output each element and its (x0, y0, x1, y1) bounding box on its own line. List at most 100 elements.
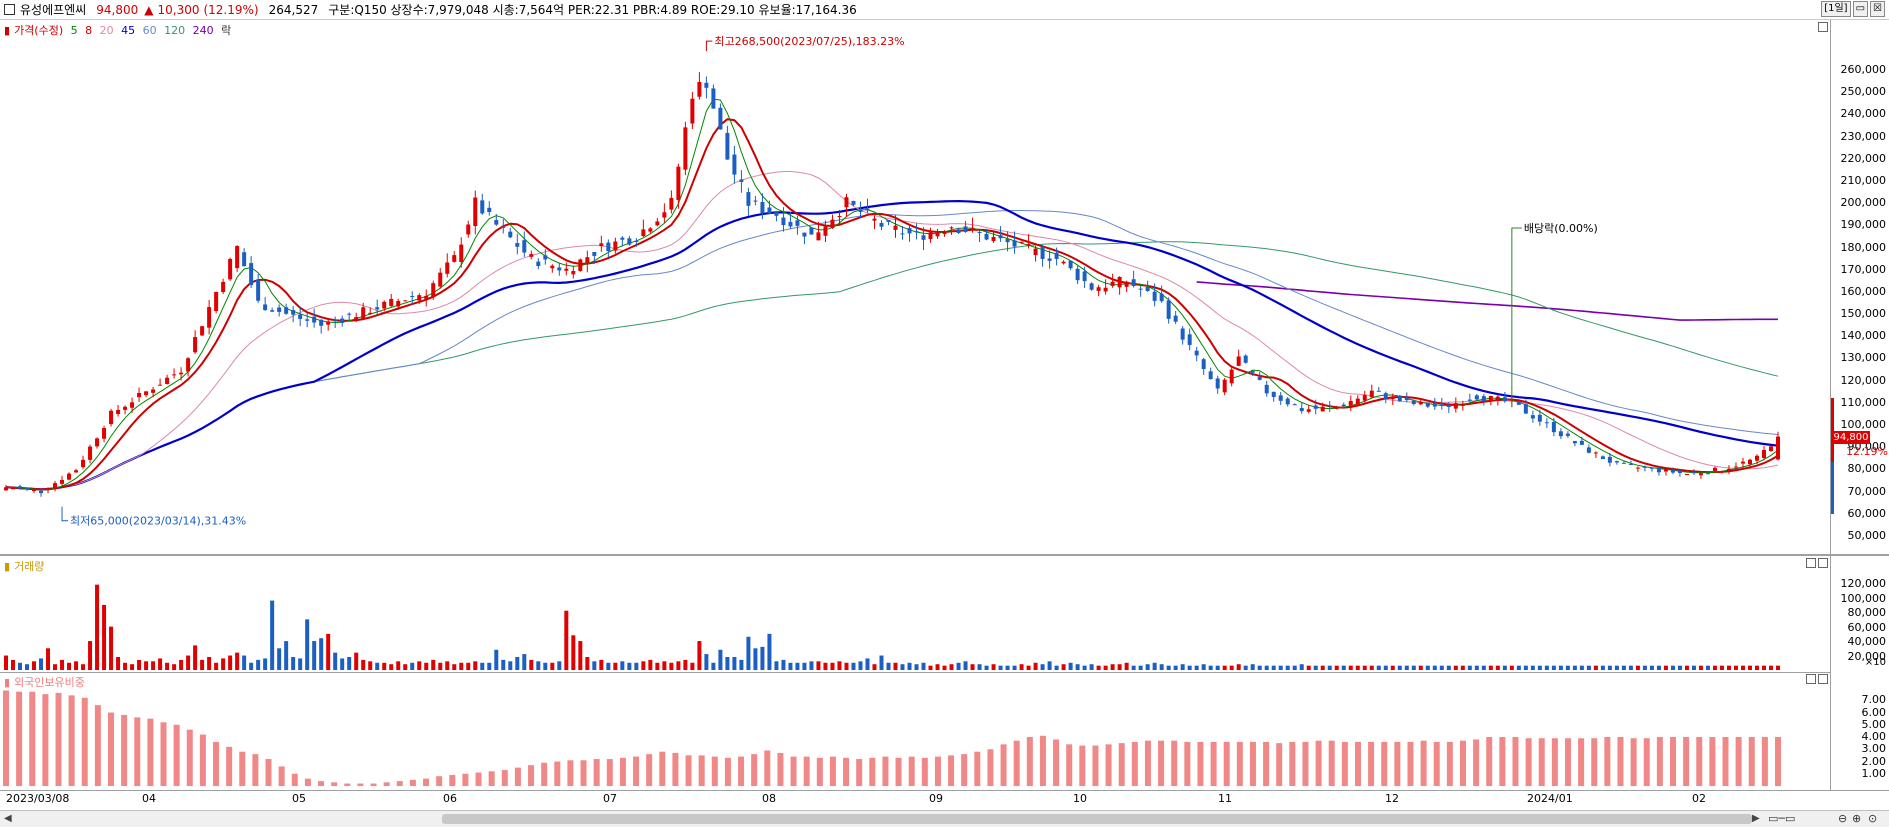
foreign-bar (213, 741, 220, 786)
price-tick: 230,000 (1840, 129, 1887, 143)
foreign-pane-close-icon[interactable] (1818, 674, 1828, 684)
foreign-bar (29, 691, 36, 786)
chart-canvas[interactable]: 최고268,500(2023/07/25),183.23% 최저65,000(20… (0, 0, 1830, 790)
candle (312, 316, 317, 323)
scroll-right-icon[interactable]: ▶ (1752, 813, 1760, 824)
candle (32, 489, 37, 492)
volume-bar (900, 664, 905, 670)
candle (1684, 473, 1689, 475)
volume-bar (1572, 665, 1577, 670)
volume-bar (1432, 665, 1437, 670)
foreign-bar (606, 759, 613, 786)
volume-bar (1075, 664, 1080, 670)
candle (130, 402, 135, 408)
candle (1453, 403, 1458, 409)
candle (1110, 281, 1115, 286)
candle (522, 240, 527, 253)
foreign-bar (1131, 741, 1138, 786)
zoom-in-icon[interactable]: ⊕ (1852, 812, 1862, 825)
foreign-pane-menu-icon[interactable] (1806, 674, 1816, 684)
volume-bar (67, 662, 72, 670)
volume-bar (102, 604, 107, 670)
volume-bar (1649, 665, 1654, 670)
volume-bar (1768, 665, 1773, 670)
stock-name[interactable]: 유성에프엔씨 (20, 3, 87, 17)
foreign-tick: 3.00 (1861, 742, 1887, 756)
zoom-out-icon[interactable]: ⊖ (1838, 812, 1848, 825)
candle (613, 241, 618, 251)
volume-pane-close-icon[interactable] (1818, 558, 1828, 568)
volume-bar (1285, 665, 1290, 670)
candle (991, 236, 996, 242)
price-tick: 120,000 (1840, 373, 1887, 387)
candle (1418, 401, 1423, 405)
foreign-bar (646, 754, 653, 786)
foreign-bar (265, 759, 272, 786)
price-tick: 220,000 (1840, 151, 1887, 165)
volume-bar (1544, 665, 1549, 670)
volume-bar (186, 655, 191, 670)
volume-bar (438, 662, 443, 670)
candle (1054, 252, 1059, 259)
volume-bar (312, 641, 317, 670)
foreign-bar (1302, 741, 1309, 786)
volume-bar (1712, 665, 1717, 670)
candle (333, 320, 338, 322)
ma8-line (5, 118, 1779, 491)
volume-pane[interactable]: ▮ 거래량 120,000 100,000 80,000 60,000 40,000 20,… (0, 555, 1889, 673)
pane-menu-icon[interactable] (1818, 22, 1828, 32)
zoom-reset-icon[interactable]: ⊙ (1868, 812, 1878, 825)
foreign-bar (1354, 741, 1361, 786)
foreign-bar (869, 757, 876, 786)
volume-bar (1306, 665, 1311, 670)
volume-bar (1061, 664, 1066, 670)
candle (1082, 271, 1087, 282)
period-button[interactable]: [1일] (1821, 1, 1851, 17)
candle (1299, 408, 1304, 412)
volume-bar (949, 664, 954, 670)
foreign-bar (1591, 738, 1598, 786)
volume-bar (1180, 664, 1185, 670)
volume-bar (858, 661, 863, 670)
scrollbar-thumb[interactable] (442, 814, 1752, 824)
candle (1201, 359, 1206, 370)
volume-bar (340, 658, 345, 670)
candle (368, 312, 373, 314)
volume-bar (1159, 664, 1164, 670)
volume-bar (1579, 665, 1584, 670)
candle (648, 228, 653, 232)
price-pane[interactable]: ▮ 가격(수정) 5 8 20 45 60 120 240 락 260,000 25… (0, 20, 1889, 555)
foreign-axis: 7.00 6.00 5.00 4.00 3.00 2.00 1.00 (1830, 672, 1889, 790)
volume-bar (830, 662, 835, 670)
candle (1390, 396, 1395, 400)
volume-bar (1334, 665, 1339, 670)
foreign-bar (1564, 738, 1571, 786)
volume-bar (116, 656, 121, 670)
candle (1292, 404, 1297, 406)
checkbox-icon[interactable] (4, 4, 15, 15)
volume-bar (585, 656, 590, 670)
horizontal-scrollbar[interactable]: ◀ ▶ ▭─▭ ⊖ ⊕ ⊙ (0, 810, 1889, 827)
scroll-left-icon[interactable]: ◀ (4, 813, 12, 824)
volume-bar (375, 662, 380, 670)
volume-bar (844, 662, 849, 670)
volume-bar (1201, 664, 1206, 670)
candle (1663, 469, 1668, 472)
volume-bar (697, 641, 702, 670)
volume-bar (1054, 665, 1059, 670)
foreign-bar (1144, 740, 1151, 786)
foreign-bar (1683, 737, 1690, 786)
foreign-bar (81, 697, 88, 786)
candle (823, 226, 828, 236)
volume-bar (1698, 665, 1703, 670)
close-button[interactable]: ☒ (1870, 1, 1885, 17)
zoom-slider[interactable]: ▭─▭ (1768, 812, 1796, 825)
volume-pane-menu-icon[interactable] (1806, 558, 1816, 568)
candle (382, 301, 387, 309)
candle (1649, 467, 1654, 469)
candle (1614, 461, 1619, 463)
foreign-ownership-pane[interactable]: ▮ 외국인보유비중 7.00 6.00 5.00 4.00 3.00 2.00 1.00 (0, 672, 1889, 791)
volume-bar (403, 664, 408, 670)
current-price: 94,800 (96, 2, 139, 17)
restore-button[interactable]: ▭ (1852, 1, 1869, 17)
